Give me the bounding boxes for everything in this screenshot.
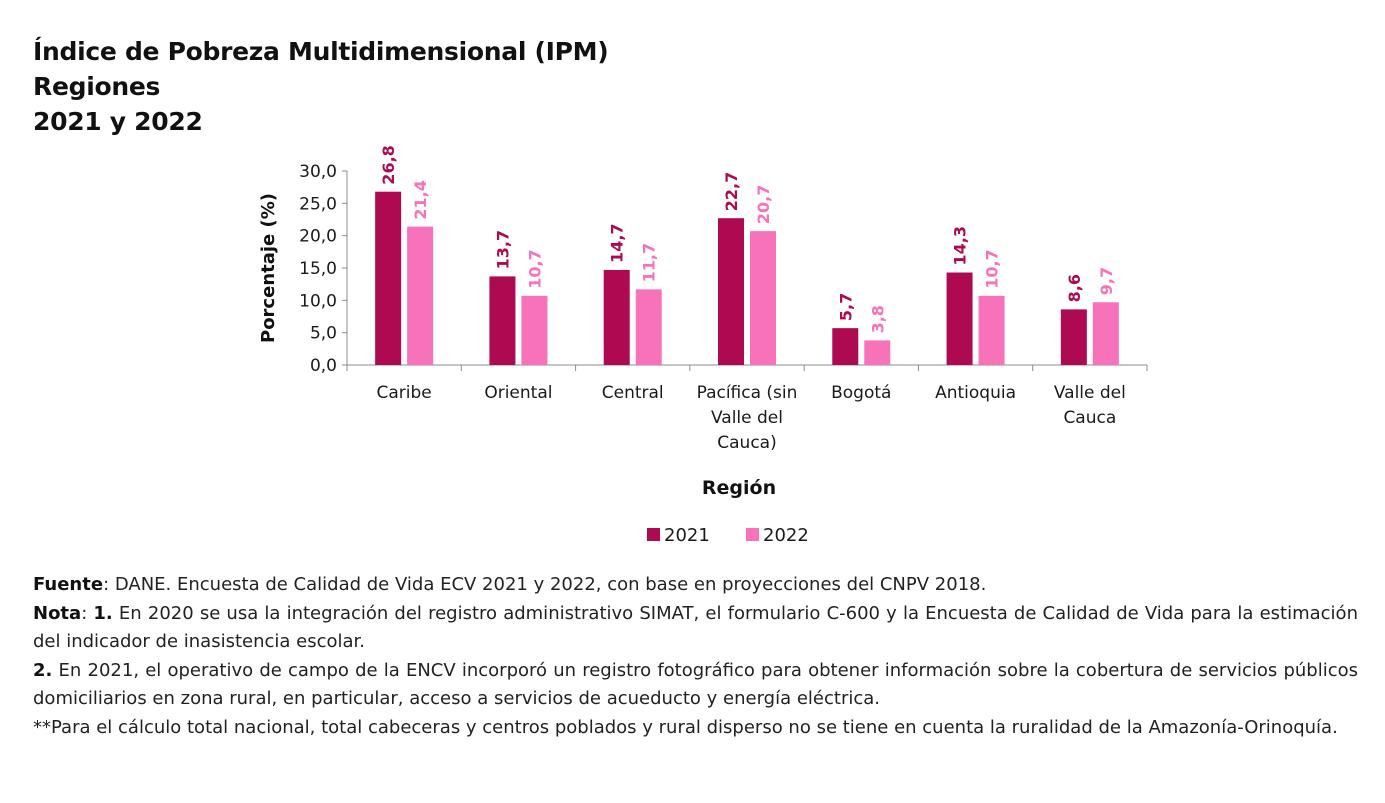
x-tick-label: Valle del — [1054, 383, 1126, 403]
y-axis-title: Porcentaje (%) — [258, 193, 279, 343]
data-label-2021-1: 13,7 — [493, 230, 512, 269]
legend-swatch-2022 — [746, 528, 759, 541]
data-label-2021-5: 14,3 — [951, 226, 970, 265]
x-tick-label: Cauca — [1063, 408, 1116, 428]
bar-2022-3 — [750, 231, 776, 365]
y-tick-label: 20,0 — [299, 227, 337, 247]
data-label-2021-0: 26,8 — [379, 145, 398, 184]
data-label-2022-3: 20,7 — [754, 185, 773, 224]
footnote-note-3: **Para el cálculo total nacional, total … — [33, 716, 1338, 738]
legend-swatch-2021 — [647, 528, 660, 541]
y-tick-label: 10,0 — [299, 291, 337, 311]
y-tick-label: 15,0 — [299, 259, 337, 279]
bar-2021-1 — [489, 276, 516, 365]
bar-2022-1 — [521, 295, 548, 365]
x-tick-label: Caribe — [377, 383, 432, 403]
bar-2021-0 — [375, 191, 402, 365]
data-label-2021-6: 8,6 — [1065, 274, 1084, 302]
x-tick-label: Central — [602, 383, 664, 403]
bar-chart: 0,0 5,0 10,0 15,0 20,0 25,0 30,0 Porcentaje (%)… — [258, 145, 1148, 546]
chart-years: 2021 y 2022 — [33, 107, 203, 136]
data-label-2022-6: 9,7 — [1097, 267, 1116, 295]
bar-2021-5 — [946, 272, 973, 365]
x-tick-label: Cauca) — [717, 433, 776, 453]
y-tick-label: 30,0 — [299, 162, 337, 182]
data-label-2022-5: 10,7 — [983, 249, 1002, 288]
x-tick-label: Antioquia — [935, 383, 1016, 403]
bar-2022-4 — [864, 340, 891, 365]
bar-2021-3 — [718, 218, 744, 365]
chart-title-block: Índice de Pobreza Multidimensional (IPM)… — [33, 34, 609, 139]
chart-title: Índice de Pobreza Multidimensional (IPM) — [33, 37, 609, 66]
data-label-2021-3: 22,7 — [722, 172, 741, 211]
y-tick-label: 5,0 — [310, 324, 337, 344]
y-tick-label: 25,0 — [299, 194, 337, 214]
y-tick-label: 0,0 — [310, 356, 337, 376]
data-label-2022-4: 3,8 — [868, 305, 887, 333]
bar-2021-6 — [1060, 309, 1087, 365]
footnote-source: Fuente: DANE. Encuesta de Calidad de Vid… — [33, 574, 987, 595]
footnotes: Fuente: DANE. Encuesta de Calidad de Vid… — [33, 571, 1358, 742]
x-tick-label: Bogotá — [831, 383, 891, 403]
footnote-note-1: Nota: 1. En 2020 se usa la integración d… — [33, 602, 1358, 653]
x-tick-label: Oriental — [484, 383, 552, 403]
data-label-2021-2: 14,7 — [608, 223, 627, 262]
chart-subtitle: Regiones — [33, 72, 161, 101]
data-label-2022-2: 11,7 — [640, 243, 659, 282]
data-label-2022-1: 10,7 — [525, 249, 544, 288]
footnote-note-2: 2. En 2021, el operativo de campo de la … — [33, 659, 1358, 710]
legend-label-2021: 2021 — [664, 525, 710, 546]
bar-2021-2 — [603, 269, 630, 365]
bar-2022-6 — [1092, 302, 1119, 365]
x-tick-label: Valle del — [711, 408, 783, 428]
data-label-2022-0: 21,4 — [411, 180, 430, 219]
bar-2022-2 — [635, 289, 662, 365]
bar-2022-0 — [407, 226, 434, 365]
x-axis-title: Región — [702, 477, 776, 499]
bar-2021-4 — [832, 328, 859, 365]
bar-2022-5 — [978, 295, 1005, 365]
data-label-2021-4: 5,7 — [836, 293, 855, 321]
legend-label-2022: 2022 — [763, 525, 809, 546]
x-tick-label: Pacífica (sin — [697, 383, 798, 403]
